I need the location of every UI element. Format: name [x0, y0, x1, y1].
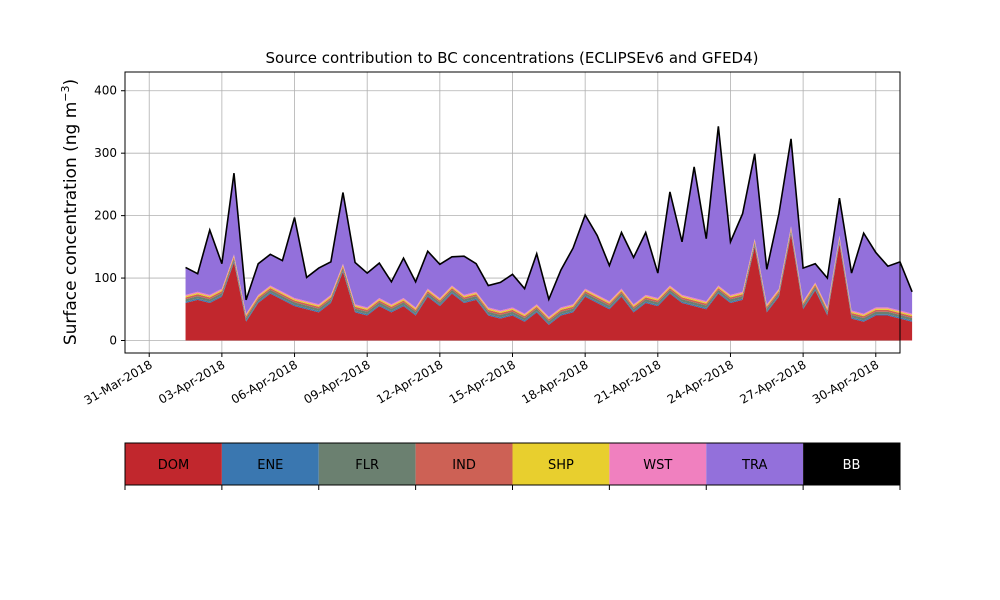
- area-tra: [185, 126, 913, 317]
- legend-swatch-shp: [512, 443, 610, 485]
- x-tick-label: 09-Apr-2018: [301, 357, 372, 406]
- x-tick-label: 31-Mar-2018: [82, 357, 155, 407]
- stacked-areas: [185, 126, 913, 341]
- y-tick-label: 400: [94, 84, 117, 98]
- legend: DOM ENE FLR IND SHP WST TRA BB: [124, 442, 901, 490]
- x-axis-ticks: 31-Mar-2018 03-Apr-2018 06-Apr-2018 09-Apr-…: [82, 353, 881, 408]
- legend-swatch-ene: [221, 443, 319, 485]
- y-axis-ticks: 0 100 200 300 400: [94, 84, 125, 348]
- x-tick-label: 24-Apr-2018: [665, 357, 736, 406]
- area-wst: [185, 226, 913, 319]
- x-tick-label: 03-Apr-2018: [156, 357, 227, 406]
- y-axis-label-close: ): [61, 79, 81, 86]
- chart-title: Source contribution to BC concentrations…: [265, 49, 758, 67]
- x-tick-label: 30-Apr-2018: [810, 357, 881, 406]
- y-tick-label: 300: [94, 146, 117, 160]
- legend-swatch-dom: [125, 443, 222, 485]
- legend-label-flr: FLR: [355, 458, 379, 473]
- area-ind: [185, 228, 913, 322]
- legend-label-ene: ENE: [257, 458, 283, 473]
- legend-swatch-flr: [318, 443, 416, 485]
- area-ene: [185, 233, 913, 325]
- y-tick-label: 0: [109, 334, 117, 348]
- x-tick-label: 21-Apr-2018: [592, 357, 663, 406]
- y-axis-label: Surface concentration (ng m−3): [59, 79, 81, 345]
- total-concentration-line: [185, 126, 913, 302]
- legend-swatch-tra: [706, 443, 804, 485]
- area-flr: [185, 230, 913, 324]
- y-axis-label-main: Surface concentration (ng m: [61, 102, 81, 345]
- area-dom: [185, 234, 913, 341]
- legend-swatch-bb: [803, 443, 900, 485]
- legend-label-dom: DOM: [158, 458, 189, 473]
- y-tick-label: 100: [94, 271, 117, 285]
- legend-swatch-ind: [415, 443, 513, 485]
- x-tick-label: 18-Apr-2018: [519, 357, 590, 406]
- x-tick-label: 15-Apr-2018: [447, 357, 518, 406]
- legend-label-wst: WST: [643, 458, 672, 473]
- y-tick-label: 200: [94, 209, 117, 223]
- legend-label-shp: SHP: [548, 458, 574, 473]
- legend-label-tra: TRA: [741, 458, 767, 473]
- legend-frame: [124, 442, 901, 486]
- x-tick-label: 12-Apr-2018: [374, 357, 445, 406]
- legend-label-bb: BB: [843, 458, 861, 473]
- y-axis-label-superscript: −3: [59, 85, 72, 101]
- x-tick-label: 06-Apr-2018: [229, 357, 300, 406]
- legend-swatch-wst: [609, 443, 707, 485]
- area-shp: [185, 227, 913, 320]
- x-tick-label: 27-Apr-2018: [737, 357, 808, 406]
- legend-label-ind: IND: [452, 458, 476, 473]
